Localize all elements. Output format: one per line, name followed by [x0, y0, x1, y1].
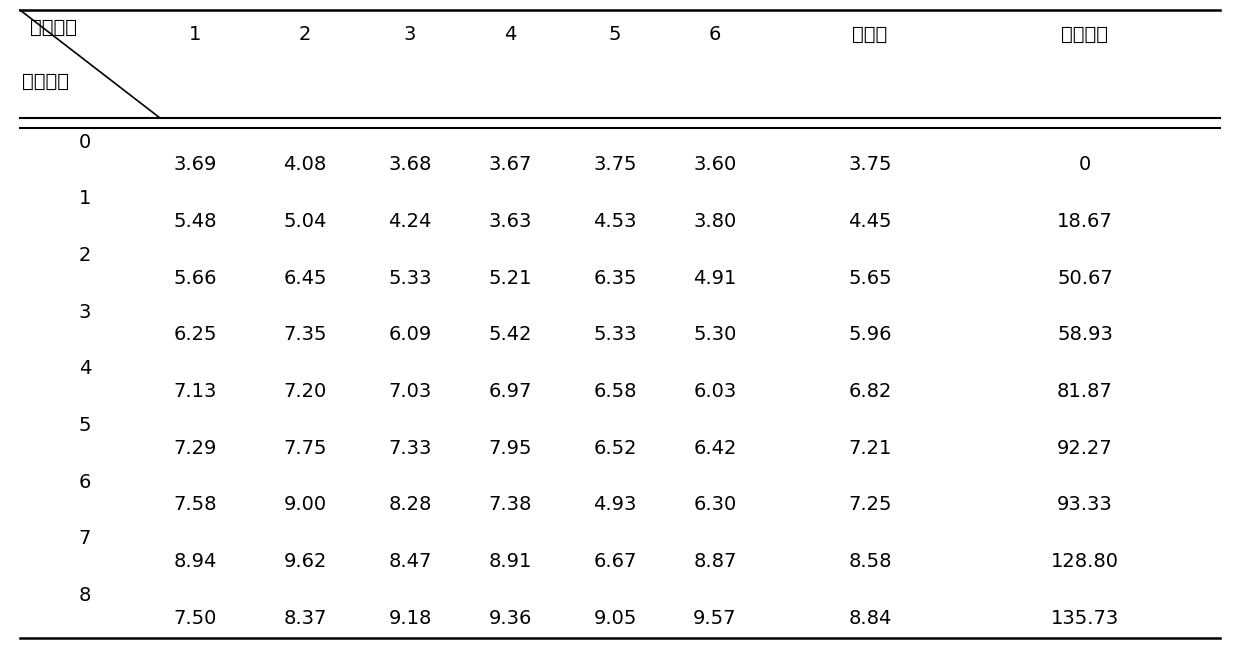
Text: 3.68: 3.68: [388, 155, 432, 174]
Text: 5.66: 5.66: [174, 268, 217, 288]
Text: 7.35: 7.35: [283, 326, 327, 344]
Text: 5.42: 5.42: [489, 326, 532, 344]
Text: 5: 5: [609, 25, 621, 44]
Text: 8: 8: [79, 586, 92, 605]
Text: 3: 3: [79, 303, 92, 322]
Text: 小鼠编号: 小鼠编号: [30, 18, 77, 37]
Text: 7.20: 7.20: [284, 382, 326, 401]
Text: 9.00: 9.00: [284, 495, 326, 514]
Text: 7.13: 7.13: [174, 382, 217, 401]
Text: 5.04: 5.04: [283, 212, 326, 231]
Text: 8.28: 8.28: [388, 495, 432, 514]
Text: 8.94: 8.94: [174, 552, 217, 571]
Text: 5.65: 5.65: [848, 268, 892, 288]
Text: 6.58: 6.58: [593, 382, 637, 401]
Text: 8.84: 8.84: [848, 608, 892, 628]
Text: 2: 2: [79, 246, 92, 265]
Text: 1: 1: [188, 25, 201, 44]
Text: 8.47: 8.47: [388, 552, 432, 571]
Text: 4.08: 4.08: [284, 155, 326, 174]
Text: 8.37: 8.37: [283, 608, 326, 628]
Text: 9.36: 9.36: [489, 608, 532, 628]
Text: 81.87: 81.87: [1058, 382, 1112, 401]
Text: 6: 6: [709, 25, 722, 44]
Text: 6.30: 6.30: [693, 495, 737, 514]
Text: 4.91: 4.91: [693, 268, 737, 288]
Text: 135.73: 135.73: [1050, 608, 1120, 628]
Text: 4.24: 4.24: [388, 212, 432, 231]
Text: 7: 7: [79, 529, 92, 549]
Text: 8.58: 8.58: [848, 552, 892, 571]
Text: 9.05: 9.05: [593, 608, 636, 628]
Text: 7.29: 7.29: [174, 439, 217, 458]
Text: 平均値: 平均値: [852, 25, 888, 44]
Text: 7.50: 7.50: [174, 608, 217, 628]
Text: 2: 2: [299, 25, 311, 44]
Text: 93.33: 93.33: [1058, 495, 1112, 514]
Text: 58.93: 58.93: [1056, 326, 1114, 344]
Text: 给鐵周数: 给鐵周数: [22, 72, 69, 91]
Text: 6.25: 6.25: [174, 326, 217, 344]
Text: 6.09: 6.09: [388, 326, 432, 344]
Text: 5: 5: [79, 416, 92, 435]
Text: 0: 0: [1079, 155, 1091, 174]
Text: 92.27: 92.27: [1058, 439, 1112, 458]
Text: 8.91: 8.91: [489, 552, 532, 571]
Text: 50.67: 50.67: [1058, 268, 1112, 288]
Text: 6.82: 6.82: [848, 382, 892, 401]
Text: 7.95: 7.95: [489, 439, 532, 458]
Text: 6.97: 6.97: [489, 382, 532, 401]
Text: 5.21: 5.21: [489, 268, 532, 288]
Text: 6.45: 6.45: [283, 268, 327, 288]
Text: 9.62: 9.62: [283, 552, 326, 571]
Text: 18.67: 18.67: [1058, 212, 1112, 231]
Text: 6.67: 6.67: [593, 552, 636, 571]
Text: 7.03: 7.03: [388, 382, 432, 401]
Text: 增加比率: 增加比率: [1061, 25, 1109, 44]
Text: 5.33: 5.33: [388, 268, 432, 288]
Text: 6.35: 6.35: [593, 268, 637, 288]
Text: 128.80: 128.80: [1052, 552, 1118, 571]
Text: 4: 4: [79, 359, 92, 378]
Text: 3.67: 3.67: [489, 155, 532, 174]
Text: 9.57: 9.57: [693, 608, 737, 628]
Text: 6.42: 6.42: [693, 439, 737, 458]
Text: 0: 0: [79, 133, 91, 151]
Text: 5.48: 5.48: [174, 212, 217, 231]
Text: 5.33: 5.33: [593, 326, 637, 344]
Text: 4.45: 4.45: [848, 212, 892, 231]
Text: 7.75: 7.75: [283, 439, 327, 458]
Text: 6.03: 6.03: [693, 382, 737, 401]
Text: 3.63: 3.63: [489, 212, 532, 231]
Text: 6.52: 6.52: [593, 439, 637, 458]
Text: 7.58: 7.58: [174, 495, 217, 514]
Text: 7.38: 7.38: [489, 495, 532, 514]
Text: 1: 1: [79, 189, 92, 209]
Text: 8.87: 8.87: [693, 552, 737, 571]
Text: 3.75: 3.75: [593, 155, 637, 174]
Text: 5.96: 5.96: [848, 326, 892, 344]
Text: 7.25: 7.25: [848, 495, 892, 514]
Text: 3.60: 3.60: [693, 155, 737, 174]
Text: 7.21: 7.21: [848, 439, 892, 458]
Text: 3: 3: [404, 25, 417, 44]
Text: 5.30: 5.30: [693, 326, 737, 344]
Text: 4: 4: [503, 25, 516, 44]
Text: 4.93: 4.93: [593, 495, 636, 514]
Text: 3.75: 3.75: [848, 155, 892, 174]
Text: 6: 6: [79, 473, 92, 491]
Text: 3.69: 3.69: [174, 155, 217, 174]
Text: 7.33: 7.33: [388, 439, 432, 458]
Text: 9.18: 9.18: [388, 608, 432, 628]
Text: 4.53: 4.53: [593, 212, 637, 231]
Text: 3.80: 3.80: [693, 212, 737, 231]
